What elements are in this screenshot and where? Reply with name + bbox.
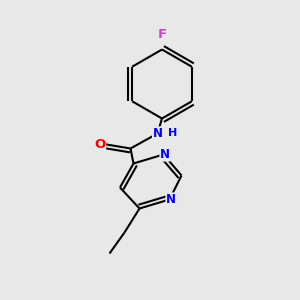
- Text: O: O: [94, 137, 106, 151]
- Text: H: H: [168, 128, 177, 139]
- Text: F: F: [158, 28, 166, 41]
- Text: N: N: [152, 127, 163, 140]
- Text: N: N: [166, 193, 176, 206]
- Text: N: N: [160, 148, 170, 161]
